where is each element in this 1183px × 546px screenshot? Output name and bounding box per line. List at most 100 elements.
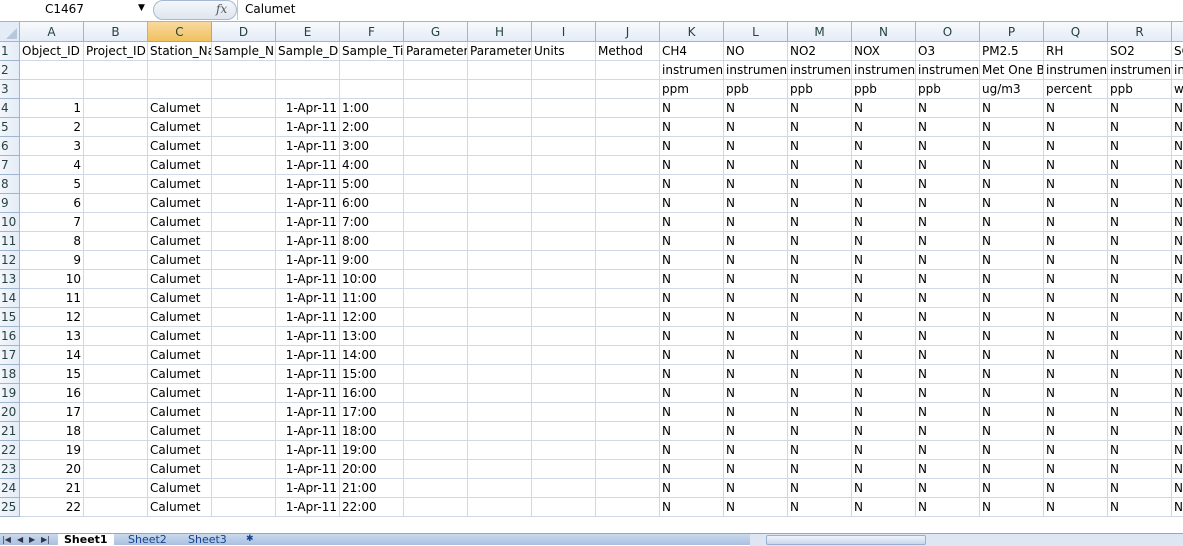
table-cell[interactable]: 1-Apr-11 <box>276 422 340 441</box>
table-cell[interactable]: N <box>1172 251 1183 270</box>
table-cell[interactable] <box>404 403 468 422</box>
table-cell[interactable]: N <box>980 308 1044 327</box>
first-sheet-icon[interactable]: |◀ <box>2 535 11 544</box>
table-cell[interactable]: 13 <box>20 327 84 346</box>
table-cell[interactable] <box>84 175 148 194</box>
table-cell[interactable] <box>596 441 660 460</box>
table-cell[interactable] <box>404 118 468 137</box>
table-cell[interactable]: N <box>1044 194 1108 213</box>
table-cell[interactable]: 1-Apr-11 <box>276 365 340 384</box>
row-header[interactable]: 17 <box>0 346 20 365</box>
table-cell[interactable]: N <box>916 479 980 498</box>
prev-sheet-icon[interactable]: ◀ <box>17 535 24 544</box>
table-cell[interactable]: Calumet <box>148 270 212 289</box>
table-cell[interactable]: N <box>724 270 788 289</box>
table-cell[interactable] <box>212 137 276 156</box>
table-cell[interactable]: N <box>1044 327 1108 346</box>
table-cell[interactable]: N <box>852 289 916 308</box>
table-cell[interactable]: N <box>788 213 852 232</box>
table-cell[interactable]: N <box>724 498 788 517</box>
table-cell[interactable]: N <box>724 422 788 441</box>
table-cell[interactable] <box>596 289 660 308</box>
table-cell[interactable]: Calumet <box>148 498 212 517</box>
table-cell[interactable]: N <box>660 289 724 308</box>
table-cell[interactable] <box>596 118 660 137</box>
table-cell[interactable]: N <box>1108 384 1172 403</box>
table-cell[interactable] <box>212 403 276 422</box>
table-cell[interactable]: N <box>916 308 980 327</box>
table-cell[interactable]: 2:00 <box>340 118 404 137</box>
table-cell[interactable] <box>468 308 532 327</box>
table-cell[interactable]: N <box>1044 422 1108 441</box>
table-cell[interactable]: N <box>980 99 1044 118</box>
table-cell[interactable] <box>212 213 276 232</box>
table-cell[interactable]: N <box>852 422 916 441</box>
column-header-N[interactable]: N <box>852 22 916 42</box>
table-cell[interactable]: N <box>1044 289 1108 308</box>
table-cell[interactable]: 1-Apr-11 <box>276 99 340 118</box>
header-cell[interactable]: instrument <box>660 61 724 80</box>
header-cell[interactable]: ppb <box>1108 80 1172 99</box>
table-cell[interactable] <box>212 460 276 479</box>
column-header-L[interactable]: L <box>724 22 788 42</box>
table-cell[interactable]: 6:00 <box>340 194 404 213</box>
insert-function-icon[interactable]: fx <box>216 2 228 16</box>
table-cell[interactable]: N <box>788 365 852 384</box>
table-cell[interactable]: 10 <box>20 270 84 289</box>
table-cell[interactable]: N <box>980 175 1044 194</box>
table-cell[interactable]: N <box>788 422 852 441</box>
table-cell[interactable]: N <box>660 403 724 422</box>
table-cell[interactable]: N <box>980 118 1044 137</box>
header-cell[interactable]: instrument <box>916 61 980 80</box>
table-cell[interactable]: N <box>1044 479 1108 498</box>
table-cell[interactable]: N <box>788 137 852 156</box>
table-cell[interactable]: 20:00 <box>340 460 404 479</box>
table-cell[interactable]: N <box>1172 460 1183 479</box>
table-cell[interactable]: Calumet <box>148 175 212 194</box>
table-cell[interactable]: N <box>788 403 852 422</box>
table-cell[interactable] <box>468 118 532 137</box>
table-cell[interactable]: N <box>916 118 980 137</box>
table-cell[interactable]: N <box>916 251 980 270</box>
table-cell[interactable] <box>596 327 660 346</box>
table-cell[interactable]: N <box>916 175 980 194</box>
table-cell[interactable] <box>212 251 276 270</box>
table-cell[interactable]: N <box>1108 308 1172 327</box>
header-cell[interactable]: SO2 <box>1108 42 1172 61</box>
formula-bar-resize-handle[interactable] <box>153 0 237 20</box>
table-cell[interactable] <box>404 251 468 270</box>
table-cell[interactable] <box>84 118 148 137</box>
table-cell[interactable] <box>84 289 148 308</box>
table-cell[interactable] <box>596 403 660 422</box>
table-cell[interactable]: 6 <box>20 194 84 213</box>
table-cell[interactable] <box>532 137 596 156</box>
header-cell[interactable]: CH4 <box>660 42 724 61</box>
table-cell[interactable]: N <box>724 118 788 137</box>
table-cell[interactable]: 12 <box>20 308 84 327</box>
table-cell[interactable]: N <box>1044 175 1108 194</box>
table-cell[interactable]: 1-Apr-11 <box>276 156 340 175</box>
table-cell[interactable] <box>212 441 276 460</box>
table-cell[interactable]: N <box>660 232 724 251</box>
table-cell[interactable] <box>84 213 148 232</box>
table-cell[interactable] <box>532 213 596 232</box>
table-cell[interactable]: N <box>1108 213 1172 232</box>
header-cell[interactable] <box>468 80 532 99</box>
table-cell[interactable] <box>84 422 148 441</box>
table-cell[interactable] <box>596 156 660 175</box>
table-cell[interactable] <box>596 346 660 365</box>
table-cell[interactable]: N <box>724 194 788 213</box>
header-cell[interactable]: percent <box>1044 80 1108 99</box>
table-cell[interactable]: N <box>1108 175 1172 194</box>
table-cell[interactable]: N <box>788 460 852 479</box>
table-cell[interactable] <box>468 403 532 422</box>
table-cell[interactable]: 3 <box>20 137 84 156</box>
table-cell[interactable]: 7:00 <box>340 213 404 232</box>
table-cell[interactable] <box>468 460 532 479</box>
table-cell[interactable]: N <box>724 441 788 460</box>
table-cell[interactable]: N <box>788 308 852 327</box>
header-cell[interactable]: Sample_Time <box>340 42 404 61</box>
table-cell[interactable]: N <box>1044 118 1108 137</box>
table-cell[interactable]: N <box>660 365 724 384</box>
table-cell[interactable]: Calumet <box>148 460 212 479</box>
